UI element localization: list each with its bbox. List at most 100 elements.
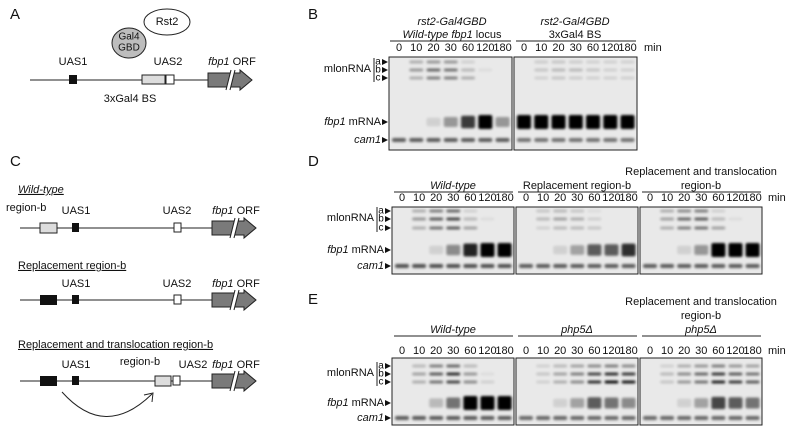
row-label: a	[375, 57, 381, 68]
band	[478, 115, 493, 129]
band	[604, 364, 619, 368]
lane-label: 30	[447, 192, 459, 204]
band	[694, 380, 709, 384]
lane-label: 60	[588, 345, 600, 357]
band	[586, 68, 601, 72]
orf-arrow	[211, 217, 257, 239]
blot-header: rst2-Gal4GBD	[540, 16, 609, 28]
blot-header: php5Δ	[684, 324, 717, 336]
band	[534, 76, 549, 80]
band	[536, 380, 551, 384]
row-label: mlonRNA	[327, 212, 375, 224]
lane-label: 30	[571, 192, 583, 204]
band	[551, 68, 566, 72]
construct-title: Replacement region-b	[18, 260, 126, 272]
uas2-box	[173, 294, 182, 305]
band	[443, 138, 458, 142]
band	[412, 364, 427, 368]
band	[551, 138, 566, 142]
band	[711, 209, 726, 213]
element-label: UAS1	[62, 278, 91, 290]
band	[497, 396, 512, 410]
band	[677, 245, 692, 255]
gene-name: fbp1	[324, 116, 345, 128]
band	[711, 243, 726, 257]
band	[677, 398, 692, 408]
band	[426, 117, 441, 127]
orf-label: fbp1 ORF	[212, 278, 260, 290]
band	[587, 244, 602, 256]
band	[570, 217, 585, 221]
lane-label: 30	[695, 345, 707, 357]
band	[426, 60, 441, 64]
band	[429, 372, 444, 376]
band	[586, 138, 601, 142]
band	[660, 264, 675, 268]
lane-label: 20	[552, 42, 564, 54]
band	[497, 416, 512, 420]
orf-label: fbp1 ORF	[212, 205, 260, 217]
lane-label: 10	[537, 345, 549, 357]
arrowhead	[382, 59, 388, 65]
lane-label: 180	[495, 192, 513, 204]
band	[461, 115, 476, 129]
band	[429, 416, 444, 420]
band	[677, 372, 692, 376]
band	[621, 416, 636, 420]
band	[660, 209, 675, 213]
lane-label: 0	[647, 192, 653, 204]
band	[446, 209, 461, 213]
gene-name: fbp1	[327, 244, 348, 256]
element-label: UAS2	[179, 359, 208, 371]
band	[643, 416, 657, 420]
band	[570, 364, 585, 368]
lane-label: 180	[619, 192, 637, 204]
lane-label: 60	[587, 42, 599, 54]
uas1-box	[72, 295, 79, 304]
band	[570, 264, 585, 268]
lane-label: 60	[712, 345, 724, 357]
band	[536, 226, 551, 230]
band	[728, 416, 743, 420]
band	[745, 243, 760, 257]
band	[478, 138, 493, 142]
band	[604, 244, 619, 256]
arrowhead	[385, 415, 391, 421]
lane-label: 20	[427, 42, 439, 54]
lane-label: 60	[462, 42, 474, 54]
band	[446, 397, 461, 409]
band	[551, 115, 566, 129]
band	[553, 398, 568, 408]
element-label: region-b	[120, 356, 160, 368]
lane-label: 120	[602, 345, 620, 357]
band	[745, 264, 760, 268]
lane-label: 180	[618, 42, 636, 54]
blot-header: Replacement and translocation	[625, 296, 777, 308]
band	[426, 68, 441, 72]
uas1-box	[72, 223, 79, 232]
element-label: UAS2	[163, 205, 192, 217]
band	[553, 217, 568, 221]
element-label: UAS1	[62, 359, 91, 371]
row-label: a	[378, 361, 384, 372]
band	[568, 68, 583, 72]
arrowhead	[385, 400, 391, 406]
arrowhead	[385, 263, 391, 269]
protein-label: Gal4	[118, 32, 140, 43]
row-label: b	[375, 65, 381, 76]
band	[429, 209, 444, 213]
row-label: cam1	[357, 260, 384, 272]
band	[463, 217, 478, 221]
band	[570, 226, 585, 230]
lane-label: 10	[410, 42, 422, 54]
band	[446, 380, 461, 384]
band	[495, 138, 510, 142]
band	[587, 226, 602, 230]
row-label: b	[378, 369, 384, 380]
uas2-box	[172, 375, 181, 386]
band	[621, 243, 636, 257]
lane-label: 0	[399, 192, 405, 204]
